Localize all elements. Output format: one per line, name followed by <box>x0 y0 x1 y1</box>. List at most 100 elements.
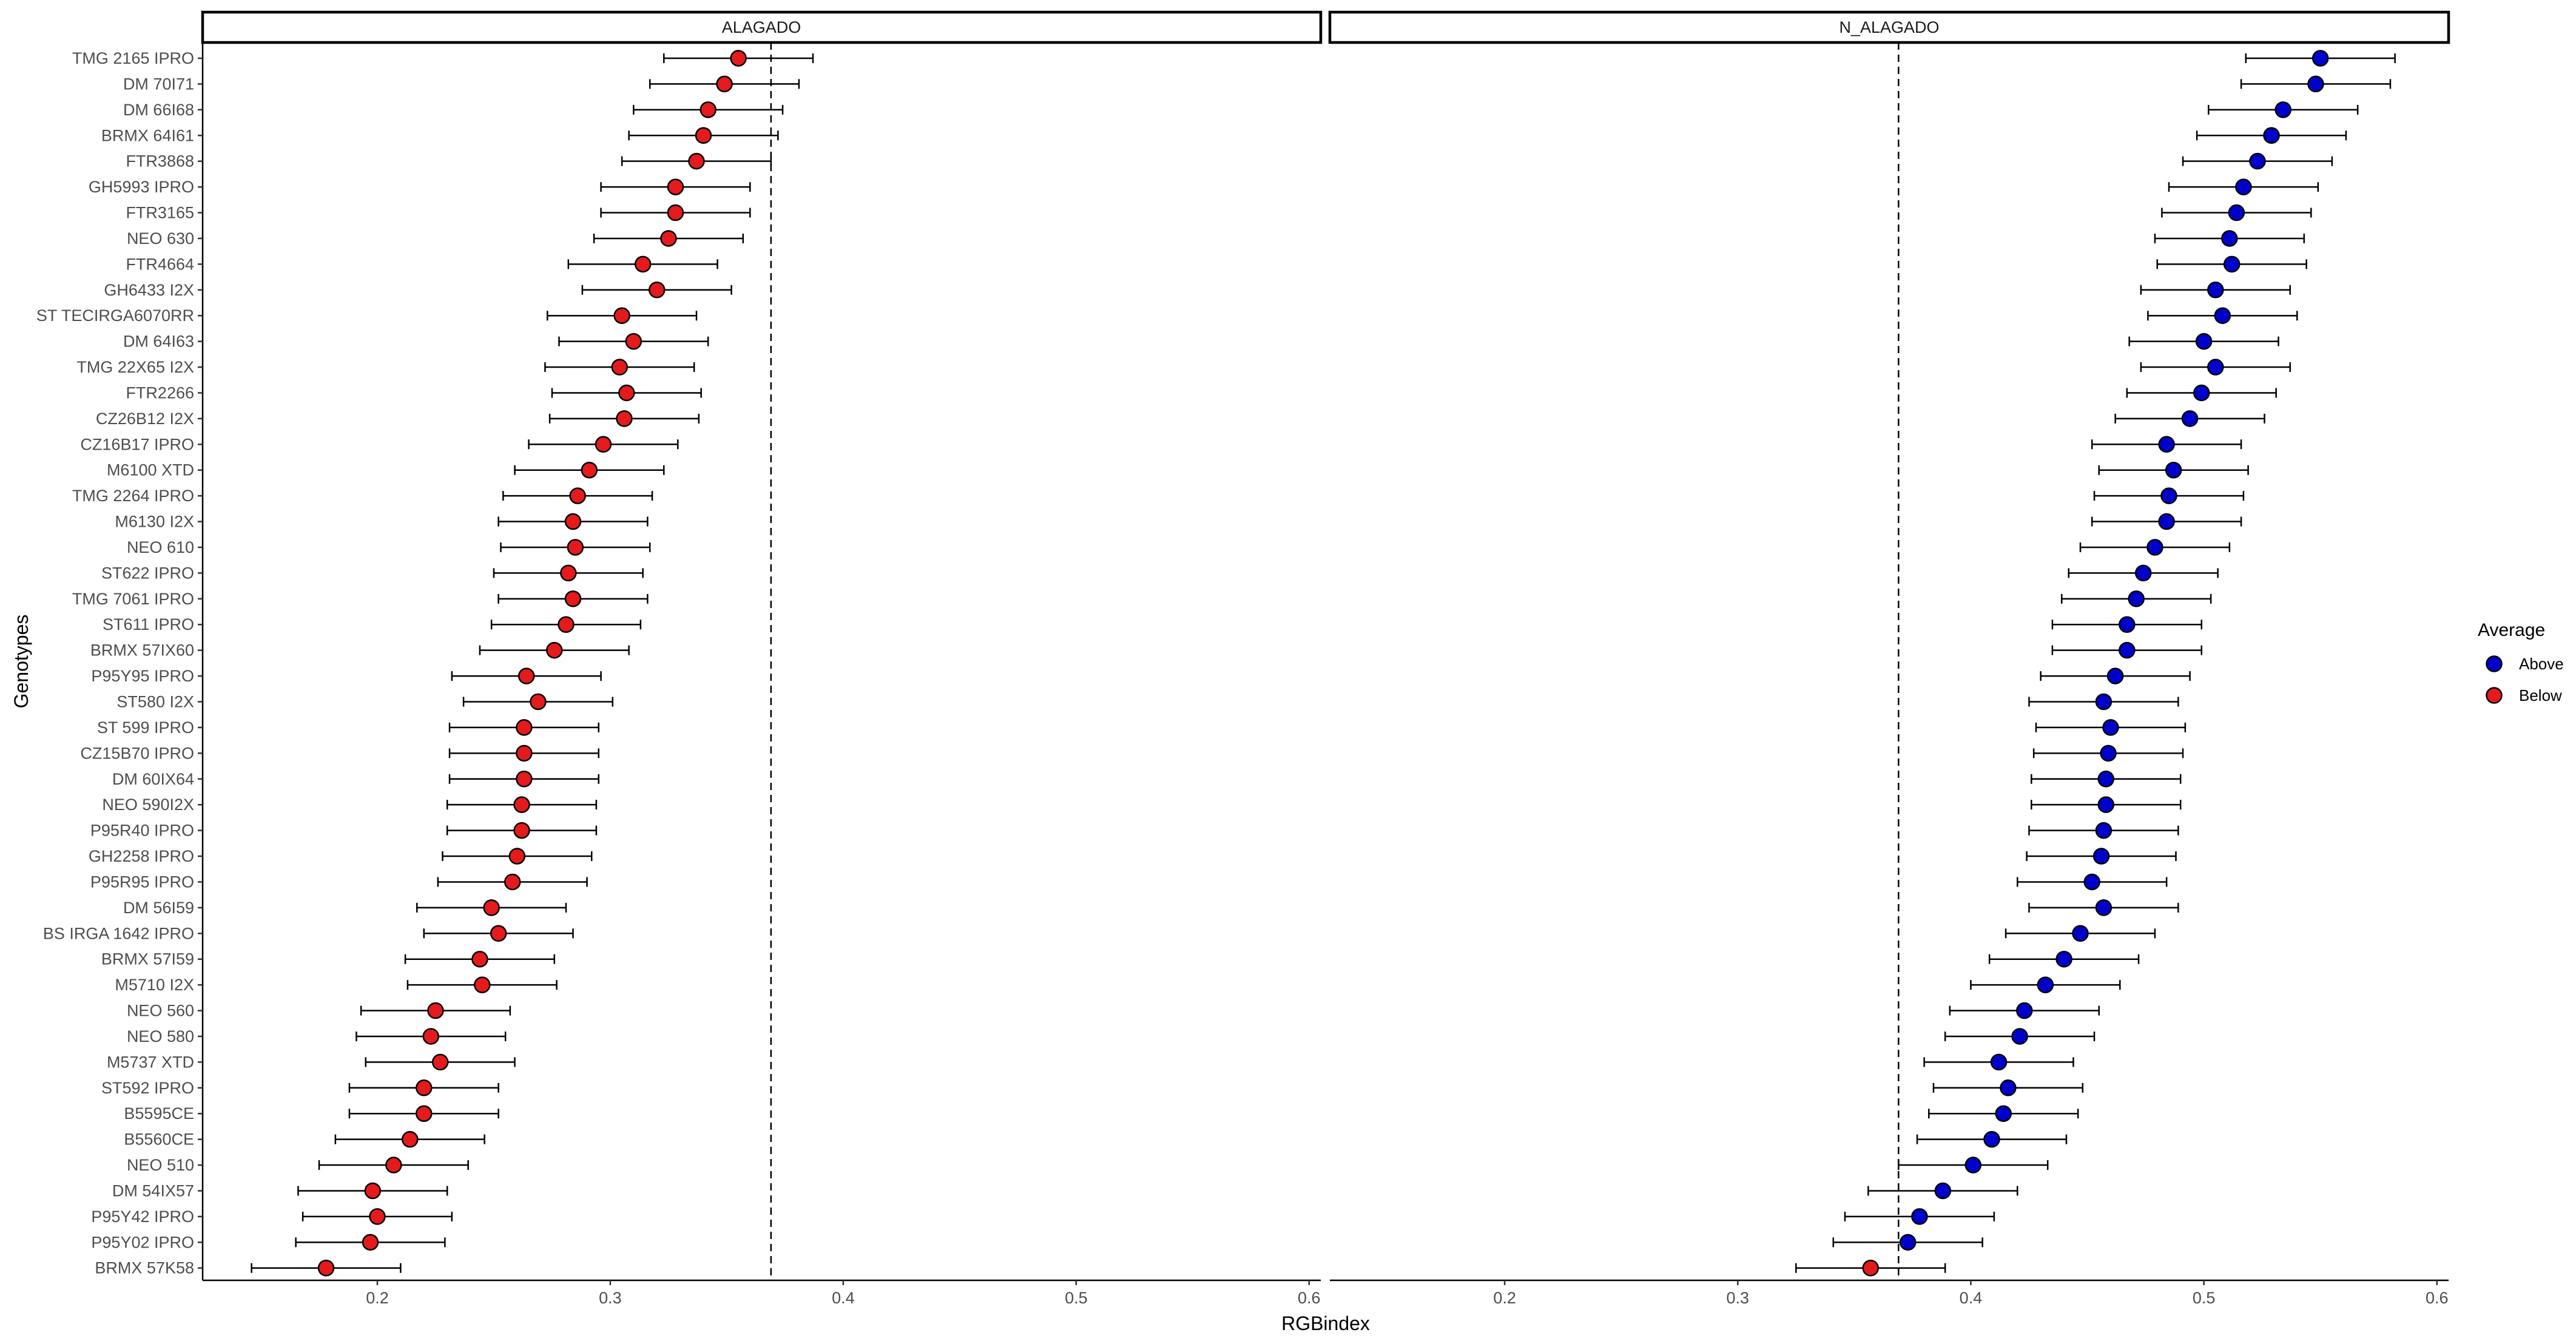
data-point <box>2097 771 2115 788</box>
legend-label: Below <box>2519 686 2562 704</box>
data-point <box>546 641 563 659</box>
data-point <box>2249 152 2266 170</box>
y-tick-label: ST622 IPRO <box>101 564 194 582</box>
data-point <box>2214 307 2231 324</box>
data-point <box>2100 745 2117 762</box>
data-point <box>422 1028 440 1045</box>
data-point <box>634 255 652 273</box>
y-tick-label: ST611 IPRO <box>103 615 194 633</box>
y-tick-label: NEO 510 <box>127 1156 194 1174</box>
data-point <box>616 410 633 427</box>
data-point <box>483 899 500 916</box>
data-point <box>513 822 530 839</box>
x-tick-label: 0.6 <box>1298 1289 1321 1307</box>
y-axis: TMG 2165 IPRO DM 70I71 DM 66I68 BRMX 64I61 F… <box>36 42 204 1280</box>
y-tick-label: TMG 2165 IPRO <box>72 49 194 67</box>
y-tick-label: ST592 IPRO <box>101 1079 194 1097</box>
y-tick-label: M6130 I2X <box>115 513 194 531</box>
data-point <box>516 719 533 736</box>
x-tick-label: 0.5 <box>1065 1289 1088 1307</box>
y-tick-label: TMG 2264 IPRO <box>72 487 194 505</box>
data-point <box>1911 1208 1928 1225</box>
y-tick-label: ST TECIRGA6070RR <box>36 306 194 325</box>
legend-key <box>2486 687 2503 704</box>
data-point <box>1990 1053 2008 1071</box>
data-point <box>518 667 535 684</box>
data-point <box>2146 539 2163 556</box>
y-tick-label: DM 64I63 <box>123 333 194 351</box>
data-point <box>2193 384 2210 402</box>
data-point <box>2207 359 2224 376</box>
data-point <box>660 230 677 247</box>
data-point <box>427 1002 444 1019</box>
x-tick-label: 0.3 <box>1727 1289 1750 1307</box>
data-point <box>416 1079 433 1096</box>
y-tick-label: DM 56I59 <box>123 899 194 917</box>
y-tick-label: DM 54IX57 <box>112 1181 194 1200</box>
data-point <box>716 75 733 93</box>
data-point <box>648 282 666 299</box>
x-axis-title: RGBindex <box>1281 1312 1370 1334</box>
panel-n-alagado: N_ALAGADO 0.2 0.3 0.4 0.5 0.6 <box>1328 10 2450 1307</box>
data-point <box>317 1259 335 1277</box>
data-point <box>2083 873 2100 891</box>
data-point <box>2274 101 2291 118</box>
panel-alagado: ALAGADO 0.2 0.3 0.4 0.5 0.6 <box>201 10 1323 1307</box>
data-point <box>2119 641 2136 659</box>
y-tick-label: CZ26B12 I2X <box>96 410 194 428</box>
data-point <box>2311 50 2329 67</box>
y-tick-label: BRMX 64I61 <box>101 126 194 144</box>
data-point <box>1934 1182 1952 1200</box>
y-tick-label: P95Y02 IPRO <box>91 1233 194 1251</box>
data-point <box>516 771 533 788</box>
data-point <box>595 436 612 453</box>
data-point <box>2016 1002 2033 1019</box>
data-point <box>504 873 521 891</box>
data-point <box>667 178 684 195</box>
data-point <box>2158 436 2175 453</box>
y-tick-label: P95Y95 IPRO <box>91 667 194 685</box>
data-point <box>730 50 747 67</box>
data-point <box>508 848 526 865</box>
legend: Average Above Below <box>2478 620 2564 704</box>
data-point <box>560 564 577 582</box>
y-tick-label: NEO 590I2X <box>102 795 194 814</box>
data-point <box>2235 178 2252 195</box>
data-point <box>558 616 575 633</box>
data-point <box>385 1157 402 1174</box>
y-tick-label: GH6433 I2X <box>104 281 194 299</box>
y-tick-label: DM 60IX64 <box>112 770 194 788</box>
y-tick-label: M6100 XTD <box>107 461 194 479</box>
data-point <box>2106 667 2124 684</box>
data-point <box>1995 1105 2012 1122</box>
data-point <box>1899 1234 1917 1251</box>
x-tick-label: 0.4 <box>1960 1289 1983 1307</box>
data-point <box>695 127 712 144</box>
data-point <box>564 513 582 530</box>
data-point <box>362 1234 379 1251</box>
data-point <box>2128 590 2145 607</box>
y-tick-label: GH5993 IPRO <box>89 178 194 196</box>
legend-key <box>2486 655 2503 672</box>
data-point <box>688 152 705 170</box>
data-point <box>2095 822 2112 839</box>
data-point <box>611 359 629 376</box>
data-point <box>474 976 491 993</box>
data-point <box>567 539 584 556</box>
data-point <box>401 1130 419 1148</box>
x-tick-label: 0.2 <box>1493 1289 1516 1307</box>
y-tick-label: P95R40 IPRO <box>90 822 194 840</box>
y-tick-label: FTR3165 <box>126 204 194 222</box>
panel-alagado-marks: 0.2 0.3 0.4 0.5 0.6 <box>203 42 1321 1307</box>
data-point <box>2092 848 2110 865</box>
y-tick-label: ST 599 IPRO <box>97 718 194 737</box>
y-tick-label: DM 70I71 <box>123 75 194 93</box>
data-point <box>2072 925 2089 942</box>
data-point <box>1862 1259 1880 1277</box>
y-tick-label: NEO 610 <box>127 538 194 556</box>
y-tick-label: FTR3868 <box>126 152 194 171</box>
data-point <box>2221 230 2238 247</box>
y-tick-label: P95Y42 IPRO <box>91 1208 194 1226</box>
x-tick-label: 0.2 <box>366 1289 389 1307</box>
y-tick-label: M5710 I2X <box>115 976 194 994</box>
